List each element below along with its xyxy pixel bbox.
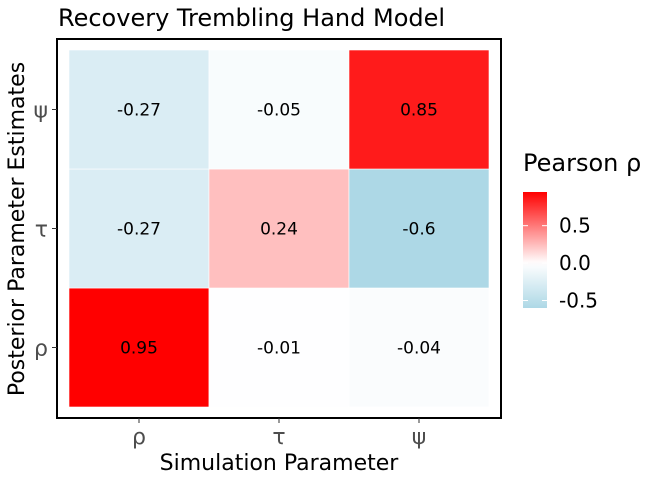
cell-value-label: -0.04 xyxy=(397,339,441,359)
legend-title: Pearson ρ xyxy=(523,149,641,177)
cell-value-label: -0.27 xyxy=(117,101,161,121)
legend: Pearson ρ 0.5 0.0 -0.5 xyxy=(523,149,641,313)
cell-value-label: -0.05 xyxy=(257,101,301,121)
y-tick-label: ψ xyxy=(33,99,48,124)
x-axis-title: Simulation Parameter xyxy=(160,451,400,476)
legend-colorbar xyxy=(523,192,547,308)
x-tick-label: ρ xyxy=(132,425,146,450)
heatmap-cell xyxy=(348,49,490,170)
legend-break-label: 0.5 xyxy=(559,214,591,238)
heatmap-cell xyxy=(348,168,490,289)
cell-value-label: -0.6 xyxy=(402,220,435,240)
chart-title: Recovery Trembling Hand Model xyxy=(58,4,445,32)
cell-value-label: -0.27 xyxy=(117,220,161,240)
x-tick-label: τ xyxy=(272,425,285,450)
heatmap-cell xyxy=(208,287,350,408)
legend-breaks: 0.5 0.0 -0.5 xyxy=(523,214,598,313)
heatmap-cell xyxy=(208,168,350,289)
legend-break-label: 0.0 xyxy=(559,251,591,275)
heatmap-cell xyxy=(68,287,210,408)
legend-break-label: -0.5 xyxy=(559,289,598,313)
heatmap-cells: 0.95 -0.01 -0.04 -0.27 0.24 -0.6 -0.27 -0.05 0.8… xyxy=(68,49,490,408)
y-tick-label: ρ xyxy=(34,337,48,362)
y-axis-ticks: ρ τ ψ xyxy=(33,99,57,362)
heatmap-cell xyxy=(68,49,210,170)
heatmap-cell xyxy=(208,49,350,170)
x-tick-label: ψ xyxy=(412,425,427,450)
heatmap-cell xyxy=(68,168,210,289)
y-tick-label: τ xyxy=(35,218,48,243)
y-axis-title: Posterior Parameter Estimates xyxy=(5,62,30,396)
cell-value-label: 0.85 xyxy=(400,101,438,121)
cell-value-label: 0.95 xyxy=(120,339,158,359)
cell-value-label: 0.24 xyxy=(260,220,298,240)
cell-value-label: -0.01 xyxy=(257,339,301,359)
